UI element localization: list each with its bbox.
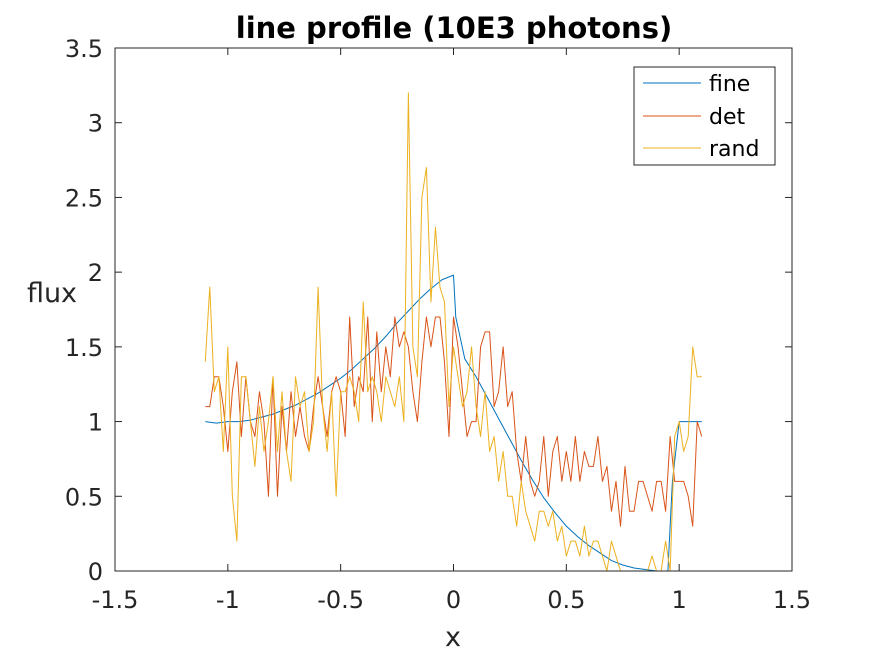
- legend-label-det: det: [709, 105, 746, 130]
- series-line-rand: [204, 92, 702, 572]
- y-tick-label: 3: [88, 110, 103, 138]
- y-tick-label: 2: [88, 259, 103, 287]
- x-tick-label: -0.5: [317, 586, 364, 614]
- y-tick-label: 0: [88, 558, 103, 586]
- series-line-det: [205, 316, 703, 527]
- y-axis-label: flux: [27, 278, 77, 309]
- x-axis-label: x: [445, 622, 461, 653]
- legend-label-rand: rand: [709, 137, 759, 162]
- y-tick-label: 1.5: [65, 334, 103, 362]
- legend-label-fine: fine: [709, 72, 750, 97]
- legend: fine det rand: [633, 66, 776, 166]
- y-tick-label: 3.5: [65, 35, 103, 63]
- x-tick-label: 1: [672, 586, 687, 614]
- chart-title: line profile (10E3 photons): [236, 11, 672, 45]
- x-tick-label: 0.5: [547, 586, 585, 614]
- x-axis-ticks: -1.5 -1 -0.5 0 0.5 1 1.5: [92, 48, 811, 614]
- x-tick-label: -1: [216, 586, 240, 614]
- y-axis-ticks: 0 0.5 1 1.5 2 2.5 3 3.5: [65, 35, 792, 586]
- y-tick-label: 0.5: [65, 483, 103, 511]
- x-tick-label: 0: [446, 586, 461, 614]
- series-line-fine: [205, 274, 702, 572]
- x-tick-label: 1.5: [773, 586, 811, 614]
- x-tick-label: -1.5: [92, 586, 139, 614]
- y-tick-label: 2.5: [65, 184, 103, 212]
- y-tick-label: 1: [88, 409, 103, 437]
- series-layer: [204, 92, 703, 572]
